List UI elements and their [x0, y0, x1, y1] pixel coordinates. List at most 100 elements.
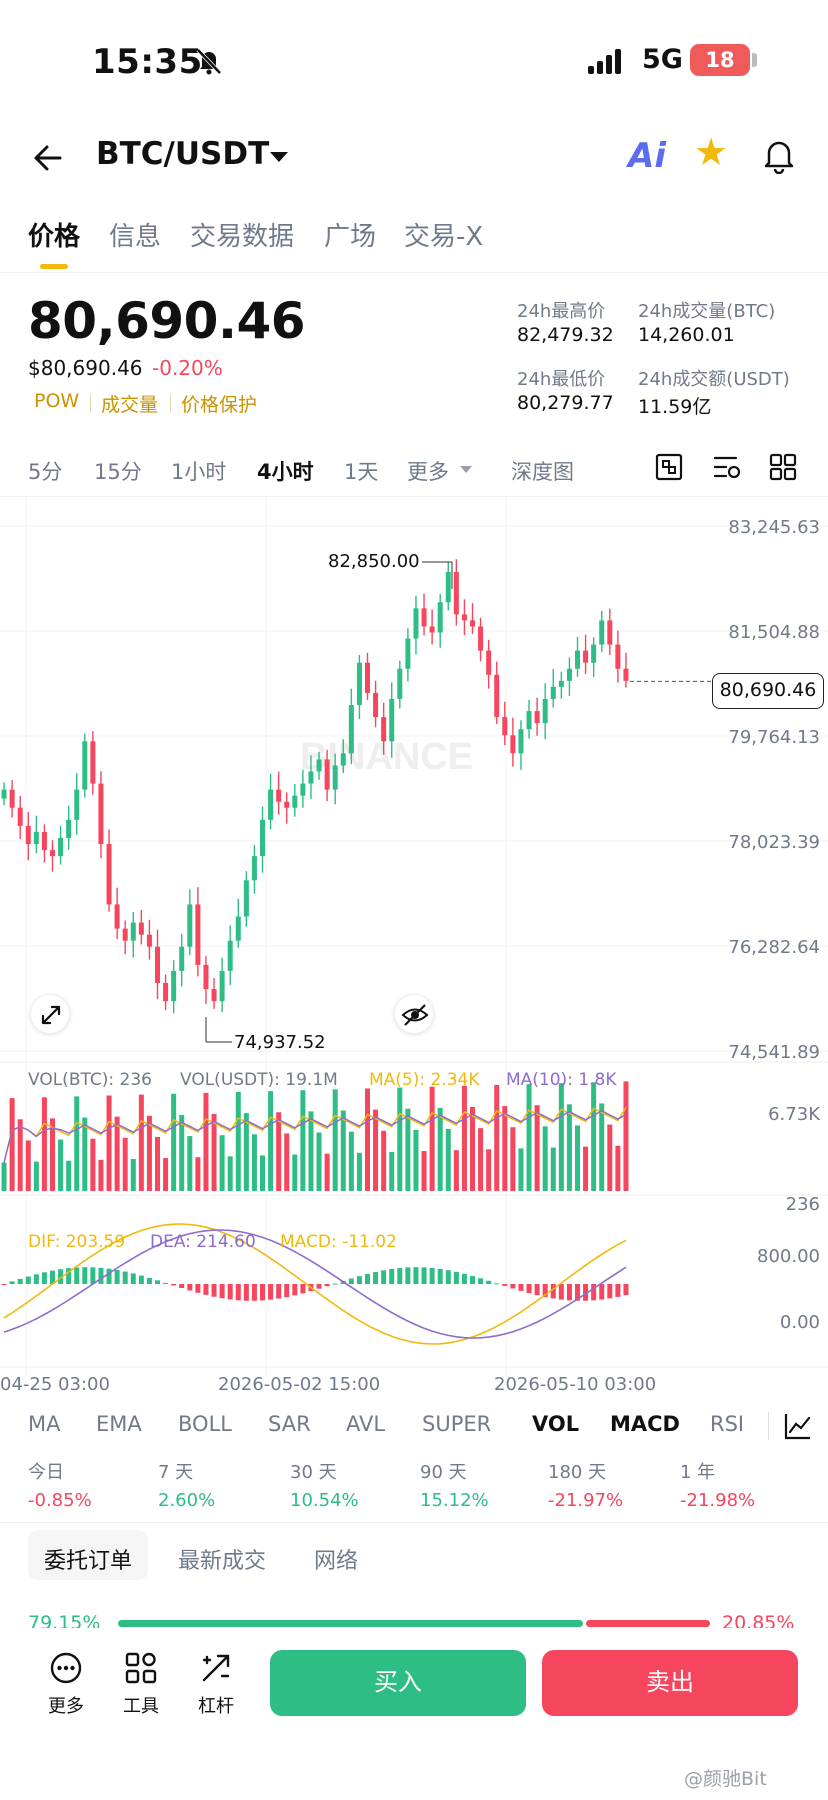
- indicator-super[interactable]: SUPER: [422, 1412, 492, 1436]
- interval-5m[interactable]: 5分: [28, 460, 63, 484]
- tab-order-book[interactable]: 委托订单: [44, 1549, 133, 1574]
- notification-bell-icon[interactable]: [762, 138, 796, 174]
- favorite-star-icon[interactable]: ★: [694, 130, 729, 174]
- chip-volume[interactable]: 成交量: [101, 394, 159, 416]
- indicator-rsi[interactable]: RSI: [710, 1412, 745, 1436]
- candle-body: [58, 837, 64, 857]
- tools-icon[interactable]: [123, 1650, 159, 1686]
- indicator-vol[interactable]: VOL: [532, 1412, 580, 1436]
- expand-icon: [41, 1005, 61, 1025]
- back-arrow-icon[interactable]: [30, 140, 66, 176]
- volume-bar: [74, 1096, 80, 1191]
- tab-network[interactable]: 网络: [314, 1549, 359, 1574]
- buy-button[interactable]: 买入: [270, 1650, 526, 1716]
- interval-1d[interactable]: 1天: [344, 460, 379, 484]
- hide-drawings-button[interactable]: [394, 994, 434, 1034]
- volume-bar: [340, 1110, 346, 1191]
- tab-trading-data[interactable]: 交易数据: [190, 222, 295, 252]
- chart-type-icon[interactable]: [654, 452, 684, 482]
- stat-24h-turnover-label: 24h成交额(USDT): [638, 369, 790, 390]
- candle-body: [542, 698, 548, 724]
- indicator-avl[interactable]: AVL: [346, 1412, 386, 1436]
- volume-bar: [259, 1155, 266, 1191]
- tab-square[interactable]: 广场: [324, 222, 377, 252]
- macd-histogram-bar: [251, 1284, 257, 1301]
- interval-1h[interactable]: 1小时: [171, 460, 227, 484]
- indicator-sar[interactable]: SAR: [268, 1412, 311, 1436]
- candle-body: [558, 680, 564, 687]
- stat-24h-high-value: 82,479.32: [517, 324, 614, 346]
- volume-bar: [478, 1128, 484, 1191]
- indicator-ema[interactable]: EMA: [96, 1412, 142, 1436]
- macd-histogram-bar: [1, 1284, 7, 1285]
- volume-bar: [82, 1117, 88, 1191]
- interval-4h[interactable]: 4小时: [257, 460, 314, 484]
- chevron-down-icon[interactable]: [460, 466, 472, 473]
- chip-pow[interactable]: POW: [34, 390, 80, 412]
- stat-24h-volume-btc-value: 14,260.01: [638, 324, 735, 346]
- stat-24h-low-value: 80,279.77: [517, 392, 614, 414]
- tab-latest-trades[interactable]: 最新成交: [178, 1549, 267, 1574]
- volume-bar: [550, 1147, 556, 1191]
- tab-info[interactable]: 信息: [109, 222, 162, 252]
- indicator-ma[interactable]: MA: [28, 1412, 61, 1436]
- volume-bar: [348, 1131, 354, 1191]
- candle-body: [187, 904, 193, 947]
- tab-price[interactable]: 价格: [28, 222, 81, 252]
- volume-bar: [566, 1104, 572, 1191]
- candle-body: [98, 783, 104, 845]
- interval-15m[interactable]: 15分: [94, 460, 142, 484]
- perf-today-value: -0.85%: [28, 1490, 92, 1511]
- leverage-label[interactable]: 杠杆: [198, 1696, 234, 1717]
- chip-separator: [170, 394, 171, 412]
- candle-body: [195, 904, 201, 965]
- volume-bar: [268, 1091, 274, 1191]
- volume-bar: [469, 1106, 476, 1191]
- tools-label[interactable]: 工具: [123, 1696, 159, 1717]
- interval-more[interactable]: 更多: [407, 460, 449, 484]
- candle-body: [203, 964, 209, 990]
- trading-pair-selector[interactable]: BTC/USDT: [96, 136, 270, 172]
- candlestick-chart[interactable]: BINANCE: [0, 497, 828, 1377]
- perf-30d-value: 10.54%: [290, 1490, 359, 1511]
- candle-body: [25, 825, 31, 845]
- y-axis-label: 74,541.89: [728, 1042, 820, 1063]
- volume-bar: [599, 1103, 605, 1191]
- macd-histogram-bar: [58, 1269, 64, 1284]
- volume-bar: [381, 1130, 387, 1191]
- macd-histogram-bar: [494, 1283, 500, 1285]
- sell-button[interactable]: 卖出: [542, 1650, 798, 1716]
- volume-ma-line: [3, 1109, 627, 1163]
- chart-settings-icon[interactable]: [712, 452, 742, 482]
- chip-price-protection[interactable]: 价格保护: [181, 394, 258, 416]
- depth-chart-tab[interactable]: 深度图: [511, 460, 574, 484]
- volume-bar: [187, 1136, 193, 1191]
- macd-histogram-bar: [74, 1267, 80, 1284]
- macd-histogram-bar: [90, 1267, 96, 1284]
- fullscreen-button[interactable]: [30, 994, 70, 1034]
- indicator-macd[interactable]: MACD: [610, 1412, 680, 1436]
- macd-histogram-bar: [591, 1284, 597, 1301]
- more-icon[interactable]: [48, 1650, 84, 1686]
- macd-histogram-bar: [574, 1284, 581, 1301]
- candle-body: [292, 795, 298, 808]
- volume-bar: [25, 1140, 31, 1191]
- candle-body: [211, 989, 217, 1002]
- volume-bar: [494, 1084, 500, 1191]
- indicator-boll[interactable]: BOLL: [178, 1412, 232, 1436]
- indicator-settings-icon[interactable]: [782, 1410, 814, 1442]
- tab-trade-x[interactable]: 交易-X: [404, 222, 484, 252]
- chevron-down-icon[interactable]: [270, 152, 288, 162]
- grid-layout-icon[interactable]: [768, 452, 798, 482]
- macd-histogram-bar: [138, 1275, 144, 1284]
- vol-usdt-label: VOL(USDT): 19.1M: [180, 1070, 338, 1090]
- leverage-icon[interactable]: [198, 1650, 234, 1686]
- candle-body: [437, 602, 443, 633]
- macd-histogram-bar: [316, 1284, 322, 1289]
- macd-histogram-bar: [219, 1284, 225, 1299]
- ai-assistant-button[interactable]: Ai: [628, 136, 666, 176]
- more-label[interactable]: 更多: [48, 1696, 84, 1717]
- volume-bar: [195, 1157, 201, 1191]
- volume-bar: [49, 1118, 56, 1191]
- candle-body: [332, 765, 338, 790]
